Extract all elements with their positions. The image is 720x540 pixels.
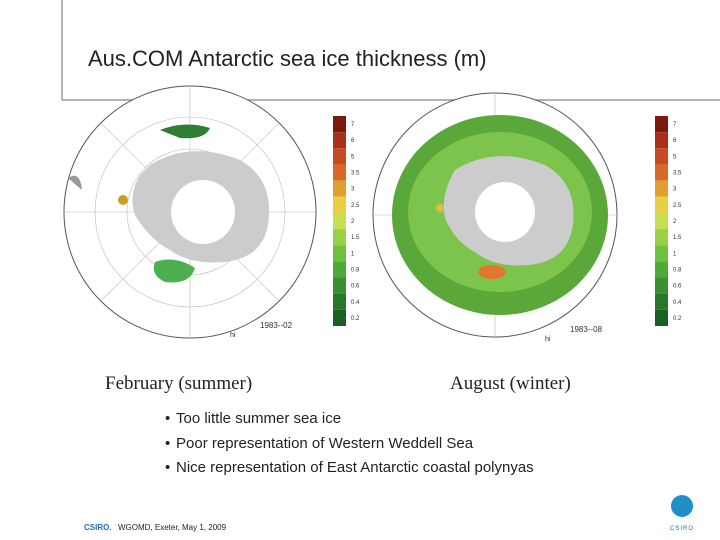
- colorbar-swatch: [655, 245, 668, 262]
- colorbar-label: 2.5: [673, 203, 682, 209]
- map-label: 1983--08: [570, 325, 603, 334]
- bullets: • Too little summer sea ice • Poor repre…: [165, 410, 534, 476]
- colorbar-swatch: [333, 180, 346, 197]
- bullet-dot: •: [165, 410, 170, 427]
- colorbar-swatch: [655, 212, 668, 230]
- colorbar-swatch: [333, 116, 346, 133]
- colorbar-label: 1.5: [351, 235, 360, 241]
- colorbar-swatch: [655, 261, 668, 278]
- colorbar-label: 2: [673, 219, 677, 225]
- map-variable: hi: [230, 332, 236, 339]
- colorbar-label: 6: [351, 138, 355, 144]
- colorbar-label: 0.8: [351, 267, 360, 273]
- bullet: Poor representation of Western Weddell S…: [176, 435, 474, 452]
- map-august: [372, 92, 618, 338]
- colorbar-label: 3: [351, 187, 355, 193]
- colorbar-label: 3: [673, 187, 677, 193]
- colorbar-swatch: [655, 293, 668, 310]
- footer-brand: CSIRO.: [84, 523, 112, 532]
- logo-text: CSIRO: [670, 526, 694, 532]
- colorbar-swatch: [333, 229, 346, 246]
- map-february: [63, 85, 317, 339]
- colorbar-label: 2: [351, 219, 355, 225]
- colorbar-label: 0.8: [673, 267, 682, 273]
- colorbar-label: 7: [673, 122, 677, 128]
- colorbar-swatch: [333, 309, 346, 326]
- caption: August (winter): [450, 373, 571, 394]
- colorbar-label: 3.5: [673, 171, 682, 177]
- colorbar-swatch: [333, 196, 346, 213]
- title: Aus.COM Antarctic sea ice thickness (m): [88, 46, 487, 71]
- footer-text: WGOMD, Exeter, May 1, 2009: [118, 523, 227, 532]
- colorbar-label: 1.5: [673, 235, 682, 241]
- colorbar-swatch: [655, 229, 668, 246]
- colorbar-swatch: [333, 148, 346, 165]
- colorbar-label: 6: [673, 138, 677, 144]
- colorbar-swatch: [333, 164, 346, 181]
- colorbar-swatch: [655, 132, 668, 149]
- colorbar-swatch: [333, 245, 346, 262]
- colorbar-swatch: [655, 164, 668, 181]
- map-label: 1983--02: [260, 321, 293, 330]
- colorbar-label: 0.2: [673, 316, 682, 322]
- caption: February (summer): [105, 373, 252, 394]
- colorbar-label: 1: [351, 251, 355, 257]
- colorbar-swatch: [655, 277, 668, 294]
- colorbar-swatch: [333, 212, 346, 230]
- colorbar-label: 3.5: [351, 171, 360, 177]
- colorbar-swatch: [333, 277, 346, 294]
- colorbar-label: 2.5: [351, 203, 360, 209]
- bullet: Too little summer sea ice: [176, 410, 341, 427]
- colorbars: 7 6 5 3.5 3 2.5 2 1.5 1 0.8 0.6 0.4 0.2 1983--02 hi 7 6 5…: [230, 116, 682, 343]
- colorbar-label: 7: [351, 122, 355, 128]
- map-variable: hi: [545, 336, 551, 343]
- colorbar-label: 1: [673, 251, 677, 257]
- colorbar-swatch: [655, 116, 668, 133]
- colorbar-swatch: [333, 132, 346, 149]
- colorbar-label: 5: [673, 154, 677, 160]
- colorbar-label: 0.6: [673, 284, 682, 290]
- bullet: Nice representation of East Antarctic co…: [176, 459, 534, 476]
- colorbar-swatch: [333, 293, 346, 310]
- bullet-dot: •: [165, 459, 170, 476]
- colorbar-swatch: [655, 196, 668, 213]
- colorbar-label: 0.4: [351, 300, 360, 306]
- bullet-dot: •: [165, 435, 170, 452]
- colorbar-label: 0.2: [351, 316, 360, 322]
- colorbar-label: 0.6: [351, 284, 360, 290]
- colorbar-swatch: [655, 180, 668, 197]
- logo: [671, 495, 693, 517]
- colorbar-swatch: [655, 148, 668, 165]
- colorbar-label: 5: [351, 154, 355, 160]
- colorbar-swatch: [333, 261, 346, 278]
- colorbar-swatch: [655, 309, 668, 326]
- colorbar-label: 0.4: [673, 300, 682, 306]
